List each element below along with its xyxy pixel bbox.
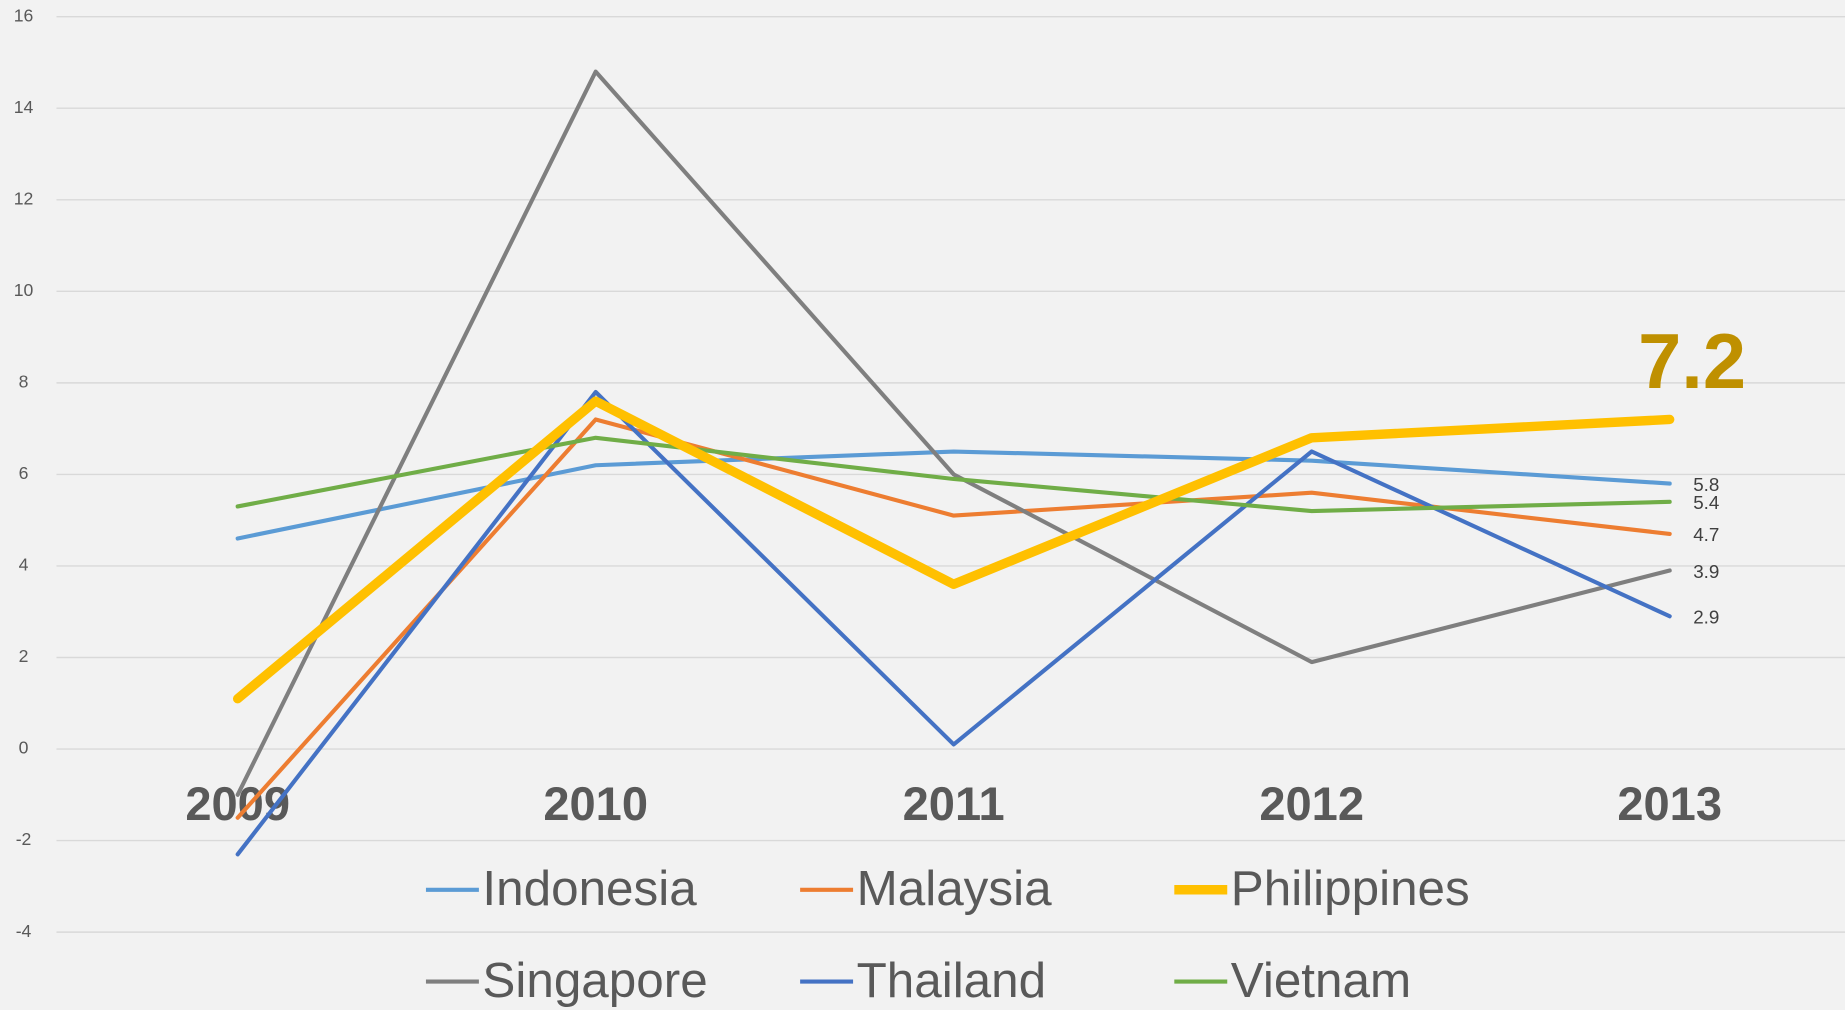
y-tick-label: 6 [19,463,29,483]
y-tick-label: 16 [14,5,34,25]
value-label: 5.4 [1693,492,1719,513]
y-tick-label: 4 [19,555,29,575]
y-tick-label: 12 [14,188,34,208]
legend-label: Thailand [857,953,1047,1008]
series-line [235,69,1672,797]
series-line [235,449,1672,541]
legend-label: Vietnam [1231,953,1411,1008]
legend-label: Singapore [482,953,707,1008]
y-tick-label: 14 [14,97,34,117]
x-tick-label: 2011 [903,777,1005,830]
value-label: 2.9 [1693,607,1719,628]
legend-label: Indonesia [482,861,697,916]
y-tick-label: 10 [14,280,34,300]
x-tick-label: 2013 [1617,777,1722,830]
y-tick-label: -2 [16,829,32,849]
legend-label: Philippines [1231,861,1470,916]
value-label: 3.9 [1693,561,1719,582]
series-line [232,396,1675,704]
y-tick-label: 0 [19,738,29,758]
value-label: 7.2 [1638,319,1746,405]
x-tick-label: 2010 [543,777,648,830]
value-label: 5.8 [1693,474,1719,495]
legend-label: Malaysia [857,861,1052,916]
y-tick-label: 8 [19,372,29,392]
x-tick-label: 2009 [185,777,290,830]
x-tick-label: 2012 [1259,777,1364,830]
series-line [235,435,1672,514]
y-tick-label: -4 [16,921,32,941]
value-label: 4.7 [1693,524,1719,545]
y-tick-label: 2 [19,646,29,666]
